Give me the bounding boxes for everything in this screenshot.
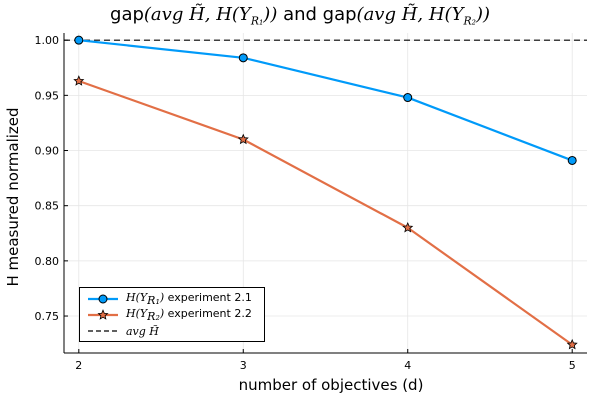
legend-sub-1: R₁ — [147, 294, 160, 308]
y-tick-label: 0.75 — [35, 310, 60, 323]
legend-math-1: H(Y — [126, 290, 148, 304]
series-2-point — [566, 338, 578, 350]
y-tick-label: 0.95 — [35, 89, 60, 102]
title-close-1: )) — [263, 4, 278, 25]
series-2-point — [73, 75, 85, 86]
x-tick-label: 4 — [404, 359, 411, 372]
tick-labels: 2 3 4 5 0.75 0.80 0.85 0.90 0.95 1.00 — [35, 34, 576, 372]
legend-sub-2: R₂ — [147, 310, 160, 324]
title-joiner: and gap — [277, 4, 357, 25]
y-tick-label: 1.00 — [35, 34, 60, 47]
legend-math-reference: avg H̃ — [126, 324, 159, 338]
axes — [63, 33, 587, 354]
legend-swatch-reference — [88, 330, 118, 332]
legend-entry-reference: avg H̃ — [86, 323, 159, 339]
x-tick-label: 5 — [569, 359, 576, 372]
title-sub-1: R₁ — [250, 14, 264, 28]
y-tick-label: 0.85 — [35, 200, 60, 213]
y-axis-label: H measured normalized — [4, 107, 22, 287]
legend-label-1: experiment 2.1 — [164, 290, 252, 304]
legend-close-1: ) — [159, 290, 165, 304]
legend-star-icon — [97, 309, 109, 320]
y-tick-label: 0.80 — [35, 255, 60, 268]
series-2-line — [78, 79, 573, 346]
series-1-point — [238, 53, 248, 63]
title-math-2: (avg H̃, H(Y — [356, 4, 464, 25]
legend-math-2: H(Y — [126, 306, 148, 320]
chart-title: gap(avg H̃, H(YR₁)) and gap(avg H̃, H(YR… — [0, 4, 600, 28]
series-1-point — [74, 35, 84, 45]
title-math-1: (avg H̃, H(Y — [143, 4, 251, 25]
title-close-2: )) — [475, 4, 490, 25]
legend-swatch-series-2 — [88, 309, 118, 320]
title-prefix: gap — [110, 4, 144, 25]
legend-label-2: experiment 2.2 — [164, 306, 252, 320]
legend-entry-series-2: H(YR₂) experiment 2.2 — [86, 307, 252, 323]
legend-close-2: ) — [159, 306, 165, 320]
legend-swatch-series-1 — [88, 294, 118, 304]
series-1-point — [567, 155, 577, 165]
series-2-point — [402, 221, 414, 233]
title-sub-2: R₂ — [463, 14, 476, 28]
x-tick-label: 2 — [75, 359, 82, 372]
series-layer — [73, 35, 578, 350]
series-1-line — [78, 39, 573, 162]
legend: H(YR₁) experiment 2.1 H(YR₂) experiment … — [79, 287, 265, 342]
x-axis-label: number of objectives (d) — [238, 376, 424, 394]
series-2-point — [237, 133, 249, 145]
y-tick-label: 0.90 — [35, 145, 60, 158]
series-1-point — [403, 93, 413, 103]
x-tick-label: 3 — [240, 359, 247, 372]
legend-entry-series-1: H(YR₁) experiment 2.1 — [86, 291, 252, 307]
